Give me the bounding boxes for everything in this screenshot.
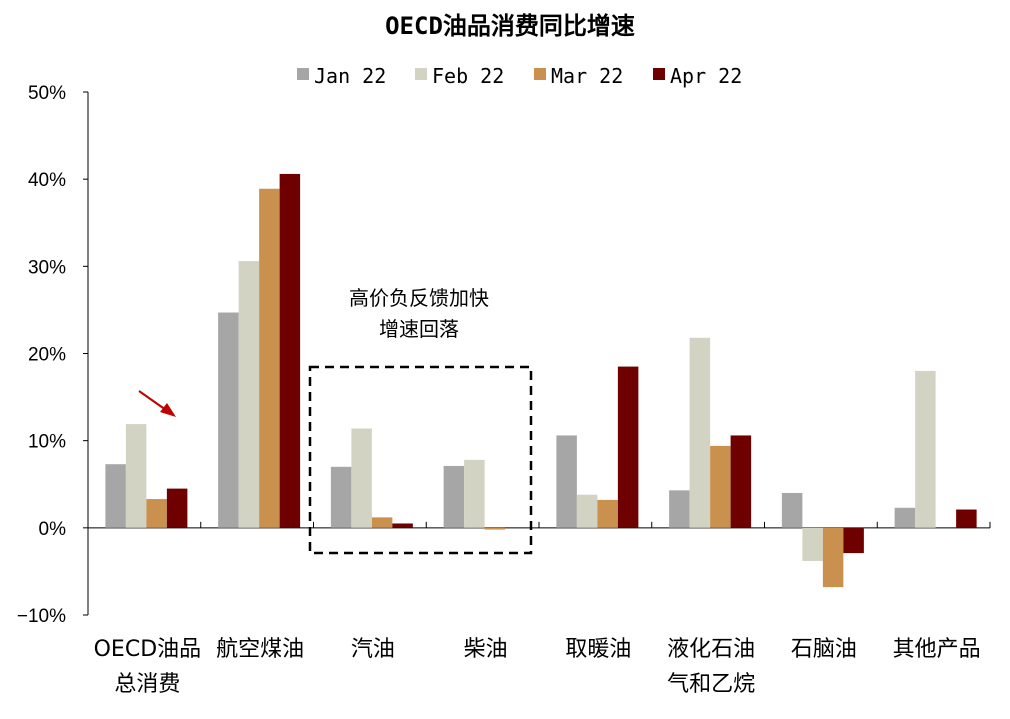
arrow-head (160, 403, 176, 417)
bar-1-4 (576, 494, 598, 528)
bar-0-1 (218, 312, 239, 528)
bar-1-2 (351, 428, 372, 528)
legend-swatch-0 (297, 68, 309, 80)
bar-0-2 (330, 466, 352, 528)
bar-1-6 (802, 527, 823, 561)
bar-2-2 (371, 517, 393, 528)
bar-1-5 (689, 337, 711, 528)
category-label: 液化石油 (667, 637, 755, 662)
annotation-text: 增速回落 (379, 317, 459, 341)
category-label: 汽油 (351, 637, 395, 662)
bar-3-6 (843, 527, 864, 554)
y-tick-label: 10% (28, 432, 66, 453)
bar-0-5 (669, 490, 690, 528)
bar-1-1 (238, 261, 260, 528)
y-tick-label: 40% (28, 170, 66, 191)
bar-2-4 (597, 499, 618, 528)
bar-3-2 (392, 523, 413, 528)
bar-1-3 (464, 459, 485, 528)
arrow-shaft (138, 390, 167, 411)
y-tick-label: 50% (28, 83, 66, 104)
bar-3-5 (730, 435, 752, 528)
legend-label-1: Feb 22 (432, 64, 504, 88)
bar-2-6 (822, 527, 844, 588)
highlight-dashed-box (308, 365, 533, 555)
bar-3-4 (617, 366, 639, 528)
chart-title: OECD油品消费同比增速 (385, 12, 635, 40)
category-label: 航空煤油 (216, 637, 304, 662)
y-tick-label: 20% (28, 345, 66, 366)
category-label: 取暖油 (565, 637, 631, 662)
legend-swatch-3 (653, 68, 665, 80)
bar-0-6 (781, 492, 803, 528)
y-axis: 50% 40% 30% 20% 10% 0% −10% (17, 83, 89, 627)
bar-2-3 (484, 527, 506, 530)
y-tick-label: 0% (39, 519, 67, 540)
bar-1-0 (125, 424, 147, 528)
category-label: 石脑油 (791, 637, 857, 662)
bars (105, 173, 977, 588)
legend-swatch-2 (534, 68, 546, 80)
legend-label-0: Jan 22 (314, 64, 386, 88)
bar-0-0 (105, 464, 126, 528)
bar-2-1 (259, 188, 280, 528)
category-label: 总消费 (114, 672, 180, 697)
legend-swatch-1 (415, 68, 427, 80)
bar-3-1 (279, 173, 301, 528)
legend-label-2: Mar 22 (551, 64, 623, 88)
category-label: 气和乙烷 (667, 672, 755, 697)
category-label: 柴油 (464, 637, 508, 662)
y-tick-label: −10% (17, 606, 66, 627)
bar-0-4 (556, 435, 577, 528)
category-label: OECD油品 (94, 637, 202, 662)
legend: Jan 22 Feb 22 Mar 22 Apr 22 (297, 64, 742, 88)
bar-2-5 (710, 445, 731, 528)
bar-1-7 (915, 370, 936, 528)
y-tick-label: 30% (28, 257, 66, 278)
annotation-text: 高价负反馈加快 (349, 286, 489, 310)
bar-3-7 (956, 509, 977, 528)
bar-0-7 (894, 507, 916, 528)
bar-0-3 (443, 465, 465, 528)
bar-2-0 (146, 499, 167, 528)
legend-label-3: Apr 22 (670, 64, 742, 88)
bar-3-0 (166, 488, 188, 528)
category-label: 其他产品 (893, 637, 981, 662)
